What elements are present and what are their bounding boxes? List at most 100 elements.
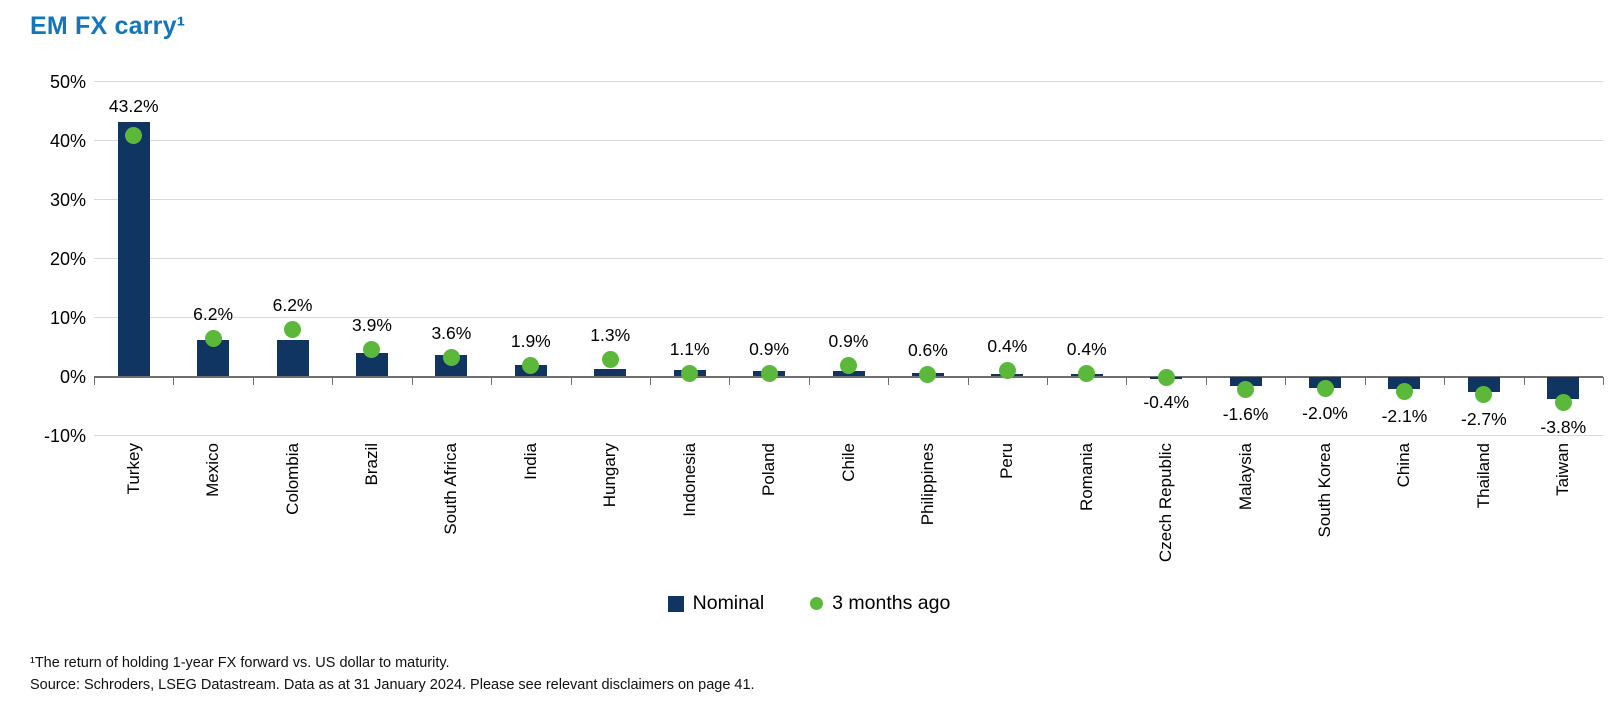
- category-label-china: China: [1394, 443, 1414, 488]
- point-taiwan: [1554, 393, 1572, 411]
- category-label-brazil: Brazil: [361, 443, 381, 486]
- value-label-chile: 0.9%: [828, 331, 869, 352]
- point-romania: [1078, 365, 1096, 383]
- y-axis-tick-label: -10%: [43, 425, 86, 446]
- gridline: [94, 81, 1603, 82]
- x-axis-tick: [491, 376, 493, 385]
- x-axis-tick: [808, 376, 810, 385]
- value-label-hungary: 1.3%: [590, 325, 631, 346]
- point-brazil: [363, 341, 381, 359]
- x-axis-tick: [649, 376, 651, 385]
- category-label-malaysia: Malaysia: [1235, 443, 1255, 511]
- footnote-source: Source: Schroders, LSEG Datastream. Data…: [30, 677, 755, 694]
- category-label-indonesia: Indonesia: [679, 443, 699, 517]
- point-poland: [760, 365, 778, 383]
- category-label-peru: Peru: [997, 443, 1017, 479]
- legend-label-nominal: Nominal: [692, 592, 765, 614]
- legend-item-3-months-ago: 3 months ago: [810, 592, 950, 615]
- category-label-south-africa: South Africa: [441, 443, 461, 535]
- value-label-turkey: 43.2%: [108, 95, 159, 116]
- point-chile: [840, 357, 857, 375]
- point-czech-republic: [1157, 369, 1175, 387]
- x-axis-tick: [1444, 376, 1446, 385]
- x-axis-tick: [967, 376, 969, 385]
- category-label-romania: Romania: [1076, 443, 1096, 512]
- three-months-ago-circle-swatch-icon: [810, 597, 824, 610]
- category-label-india: India: [520, 443, 540, 480]
- legend-item-nominal: Nominal: [667, 592, 765, 615]
- legend: Nominal 3 months ago: [0, 592, 1618, 615]
- y-axis-tick-label: 40%: [49, 130, 86, 151]
- point-south-africa: [442, 349, 460, 367]
- x-axis-tick: [888, 376, 890, 385]
- x-axis-tick: [570, 376, 572, 385]
- chart-plot-area: 50% 40% 30% 20% 10% 0% -10% 43.2% 6.2% 6.2% 3.9% 3.…: [43, 71, 1604, 562]
- y-axis-tick-label: 10%: [49, 307, 86, 328]
- bar-brazil: [355, 353, 388, 377]
- x-axis-tick: [1364, 376, 1366, 385]
- x-axis-tick: [411, 376, 413, 385]
- category-label-poland: Poland: [759, 443, 779, 496]
- x-axis-tick: [729, 376, 731, 385]
- category-label-mexico: Mexico: [203, 443, 223, 497]
- point-indonesia: [681, 365, 699, 383]
- x-axis-tick: [332, 376, 334, 385]
- value-label-south-korea: -2.0%: [1302, 402, 1348, 423]
- category-label-turkey: Turkey: [123, 443, 143, 495]
- nominal-square-swatch-icon: [667, 595, 684, 612]
- category-label-philippines: Philippines: [917, 443, 937, 526]
- point-india: [522, 357, 540, 375]
- point-mexico: [204, 329, 222, 347]
- point-malaysia: [1237, 380, 1255, 398]
- point-china: [1395, 382, 1413, 400]
- y-axis-tick-label: 20%: [49, 248, 86, 269]
- category-label-colombia: Colombia: [282, 443, 302, 515]
- x-axis-line: [94, 375, 1603, 378]
- x-axis-tick: [1603, 376, 1604, 385]
- value-label-thailand: -2.7%: [1461, 408, 1507, 429]
- x-axis-tick: [1126, 376, 1128, 385]
- value-label-malaysia: -1.6%: [1222, 403, 1269, 424]
- category-label-czech-republic: Czech Republic: [1156, 443, 1176, 563]
- value-label-brazil: 3.9%: [352, 315, 392, 336]
- category-label-taiwan: Taiwan: [1553, 443, 1573, 496]
- value-label-indonesia: 1.1%: [669, 339, 710, 360]
- value-label-colombia: 6.2%: [272, 295, 313, 316]
- value-label-philippines: 0.6%: [907, 339, 948, 360]
- x-axis-tick: [173, 376, 175, 385]
- bar-colombia: [276, 339, 309, 377]
- point-turkey: [125, 127, 143, 145]
- x-axis-tick: [1523, 376, 1525, 385]
- value-label-peru: 0.4%: [987, 336, 1028, 357]
- value-label-taiwan: -3.8%: [1540, 416, 1587, 437]
- x-axis-tick: [1205, 376, 1207, 385]
- x-axis-tick: [1285, 376, 1287, 385]
- category-label-thailand: Thailand: [1473, 443, 1493, 509]
- category-label-hungary: Hungary: [600, 443, 620, 508]
- point-philippines: [919, 365, 937, 383]
- y-axis-tick-label: 30%: [49, 189, 86, 210]
- value-label-china: -2.1%: [1381, 405, 1428, 426]
- gridline: [94, 140, 1603, 141]
- category-label-south-korea: South Korea: [1315, 443, 1335, 538]
- gridline: [94, 258, 1603, 259]
- legend-label-3-months-ago: 3 months ago: [832, 592, 951, 614]
- value-label-south-africa: 3.6%: [431, 323, 472, 344]
- value-label-india: 1.9%: [510, 331, 551, 352]
- value-label-mexico: 6.2%: [193, 303, 234, 324]
- y-axis-tick-label: 50%: [49, 71, 86, 92]
- point-thailand: [1475, 385, 1493, 403]
- gridline: [94, 317, 1603, 318]
- x-axis-tick: [94, 376, 95, 385]
- footnote-definition: ¹The return of holding 1-year FX forward…: [30, 655, 450, 671]
- bar-turkey: [117, 121, 150, 377]
- x-axis-tick: [252, 376, 254, 385]
- point-peru: [998, 362, 1016, 380]
- bar-taiwan: [1547, 376, 1580, 399]
- value-label-czech-republic: -0.4%: [1143, 392, 1190, 413]
- point-colombia: [284, 321, 302, 339]
- point-south-korea: [1316, 379, 1334, 397]
- bar-hungary: [594, 368, 627, 377]
- gridline: [94, 199, 1603, 200]
- page-title: EM FX carry¹: [30, 12, 186, 40]
